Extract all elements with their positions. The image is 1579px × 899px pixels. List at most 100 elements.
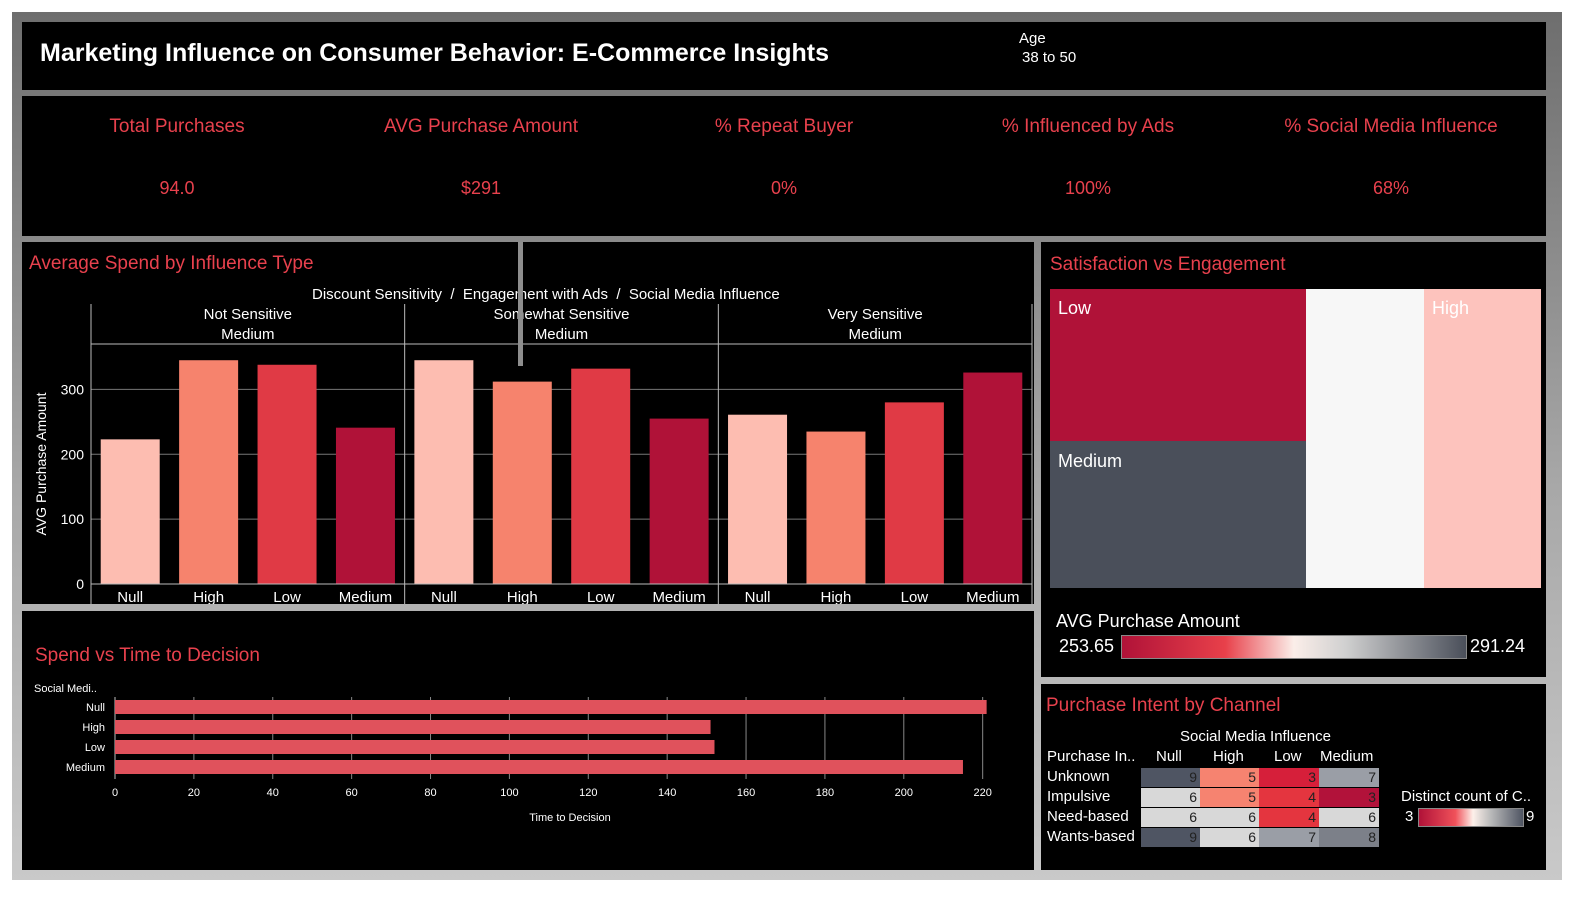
y-tick-label: 100 <box>61 511 85 527</box>
intent-heatmap-cell[interactable]: 5 <box>1200 788 1259 807</box>
kpi-panel: Total Purchases 94.0 AVG Purchase Amount… <box>22 96 1546 236</box>
treemap-cell-medium[interactable]: Medium <box>1050 441 1306 588</box>
x-tick-label: High <box>193 589 224 604</box>
y-tick-label: 0 <box>76 576 84 592</box>
treemap-label-low: Low <box>1058 298 1092 318</box>
satisfaction-legend-min: 253.65 <box>1059 636 1115 656</box>
x-tick-label: 60 <box>346 787 358 799</box>
intent-heatmap-cell[interactable]: 6 <box>1141 808 1200 827</box>
kpi-repeat-buyer-value: 0% <box>770 178 797 198</box>
kpi-influenced-ads-title: % Influenced by Ads <box>1001 116 1175 137</box>
spend-time-panel: Spend vs Time to Decision Social Medi.. 0… <box>22 611 1034 870</box>
intent-heatmap-cell[interactable]: 6 <box>1200 828 1259 847</box>
intent-legend-title: Distinct count of C.. <box>1401 788 1532 805</box>
intent-column-label: Medium <box>1320 748 1374 765</box>
y-axis-title: Social Medi.. <box>34 683 97 695</box>
intent-row-label: Wants-based <box>1047 828 1135 845</box>
intent-row-label: Need-based <box>1047 808 1129 825</box>
kpi-avg-purchase-title: AVG Purchase Amount <box>384 116 578 137</box>
intent-row-label: Unknown <box>1047 768 1110 785</box>
x-tick-label: 220 <box>974 787 992 799</box>
x-tick-label: Low <box>587 589 615 604</box>
bar-medium <box>963 372 1023 584</box>
hbar-null <box>115 700 987 714</box>
age-filter-value[interactable]: 38 to 50 <box>1022 49 1077 66</box>
intent-heatmap-cell[interactable]: 3 <box>1259 768 1319 787</box>
intent-heatmap-cell[interactable]: 8 <box>1319 828 1379 847</box>
x-tick-label: Medium <box>339 589 392 604</box>
x-tick-label: Null <box>431 589 457 604</box>
kpi-social-media-title: % Social Media Influence <box>1284 116 1498 137</box>
intent-heatmap-cell[interactable]: 6 <box>1141 788 1200 807</box>
x-tick-label: 120 <box>579 787 597 799</box>
avg-spend-header: Discount Sensitivity / Engagement with A… <box>312 286 780 303</box>
satisfaction-legend-gradient <box>1121 635 1467 659</box>
panel-label-sensitivity: Somewhat Sensitive <box>494 306 630 323</box>
intent-heatmap-cell[interactable]: 9 <box>1141 768 1200 787</box>
x-tick-label: 0 <box>112 787 118 799</box>
intent-panel: Purchase Intent by Channel Social Media … <box>1041 684 1546 870</box>
intent-legend-max: 9 <box>1526 808 1535 825</box>
page-title: Marketing Influence on Consumer Behavior… <box>40 39 830 67</box>
kpi-influenced-ads-value: 100% <box>1064 178 1112 198</box>
intent-heatmap-cell[interactable]: 9 <box>1141 828 1200 847</box>
x-tick-label: 40 <box>267 787 279 799</box>
x-tick-label: Medium <box>652 589 705 604</box>
panel-label-sensitivity: Very Sensitive <box>828 306 923 323</box>
satisfaction-title: Satisfaction vs Engagement <box>1050 254 1286 275</box>
panel-divider <box>518 242 523 366</box>
panel-label-engagement: Medium <box>221 326 274 343</box>
x-tick-label: 200 <box>895 787 913 799</box>
bar-low <box>257 364 317 584</box>
treemap-cell-high[interactable]: High <box>1424 289 1541 588</box>
intent-heatmap-cell[interactable]: 4 <box>1259 788 1319 807</box>
intent-heatmap-cell[interactable]: 5 <box>1200 768 1259 787</box>
x-tick-label: 180 <box>816 787 834 799</box>
x-tick-label: 160 <box>737 787 755 799</box>
intent-column-label: High <box>1213 748 1244 765</box>
bar-high <box>179 360 239 584</box>
bar-low <box>571 368 631 584</box>
intent-heatmap-cell[interactable]: 6 <box>1200 808 1259 827</box>
kpi-repeat-buyer-title: % Repeat Buyer <box>714 116 854 137</box>
intent-heatmap-cell[interactable]: 7 <box>1259 828 1319 847</box>
x-tick-label: 20 <box>188 787 200 799</box>
intent-heatmap-cell[interactable]: 3 <box>1319 788 1379 807</box>
bar-medium <box>649 418 709 584</box>
satisfaction-legend-max: 291.24 <box>1470 636 1526 656</box>
intent-heatmap-cell[interactable]: 7 <box>1319 768 1379 787</box>
x-tick-label: Null <box>745 589 771 604</box>
x-tick-label: 140 <box>658 787 676 799</box>
hbar-medium <box>115 760 963 774</box>
kpi-avg-purchase-value: $291 <box>460 178 502 198</box>
intent-title: Purchase Intent by Channel <box>1046 695 1281 716</box>
intent-legend-min: 3 <box>1405 808 1414 825</box>
bar-low <box>884 402 944 584</box>
intent-row-header: Purchase In.. <box>1047 748 1136 765</box>
bar-medium <box>335 427 395 584</box>
bar-null <box>728 414 788 584</box>
bar-null <box>100 439 160 584</box>
y-tick-label: Medium <box>66 762 105 774</box>
kpi-social-media-value: 68% <box>1372 178 1410 198</box>
treemap-label-high: High <box>1432 298 1470 318</box>
intent-col-header: Social Media Influence <box>1180 728 1331 745</box>
intent-heatmap-cell[interactable]: 6 <box>1319 808 1379 827</box>
treemap-cell-unlabeled[interactable] <box>1306 289 1424 588</box>
x-tick-label: Medium <box>966 589 1019 604</box>
x-tick-label: Low <box>901 589 929 604</box>
y-tick-label: Low <box>85 742 105 754</box>
spend-time-title: Spend vs Time to Decision <box>35 645 260 666</box>
x-tick-label: 100 <box>500 787 518 799</box>
intent-legend-gradient <box>1418 808 1524 827</box>
x-axis-title: Time to Decision <box>529 812 611 824</box>
y-tick-label: 300 <box>61 381 85 397</box>
treemap-cell-low[interactable]: Low <box>1050 289 1306 441</box>
panel-label-engagement: Medium <box>848 326 901 343</box>
header-panel: Marketing Influence on Consumer Behavior… <box>22 22 1546 90</box>
spend-time-chart: Social Medi.. 0 20 40 60 80 100 120 140 160 180 200… <box>34 683 992 824</box>
x-tick-label: High <box>507 589 538 604</box>
intent-heatmap-cell[interactable]: 4 <box>1259 808 1319 827</box>
x-tick-label: Null <box>117 589 143 604</box>
x-tick-label: High <box>821 589 852 604</box>
